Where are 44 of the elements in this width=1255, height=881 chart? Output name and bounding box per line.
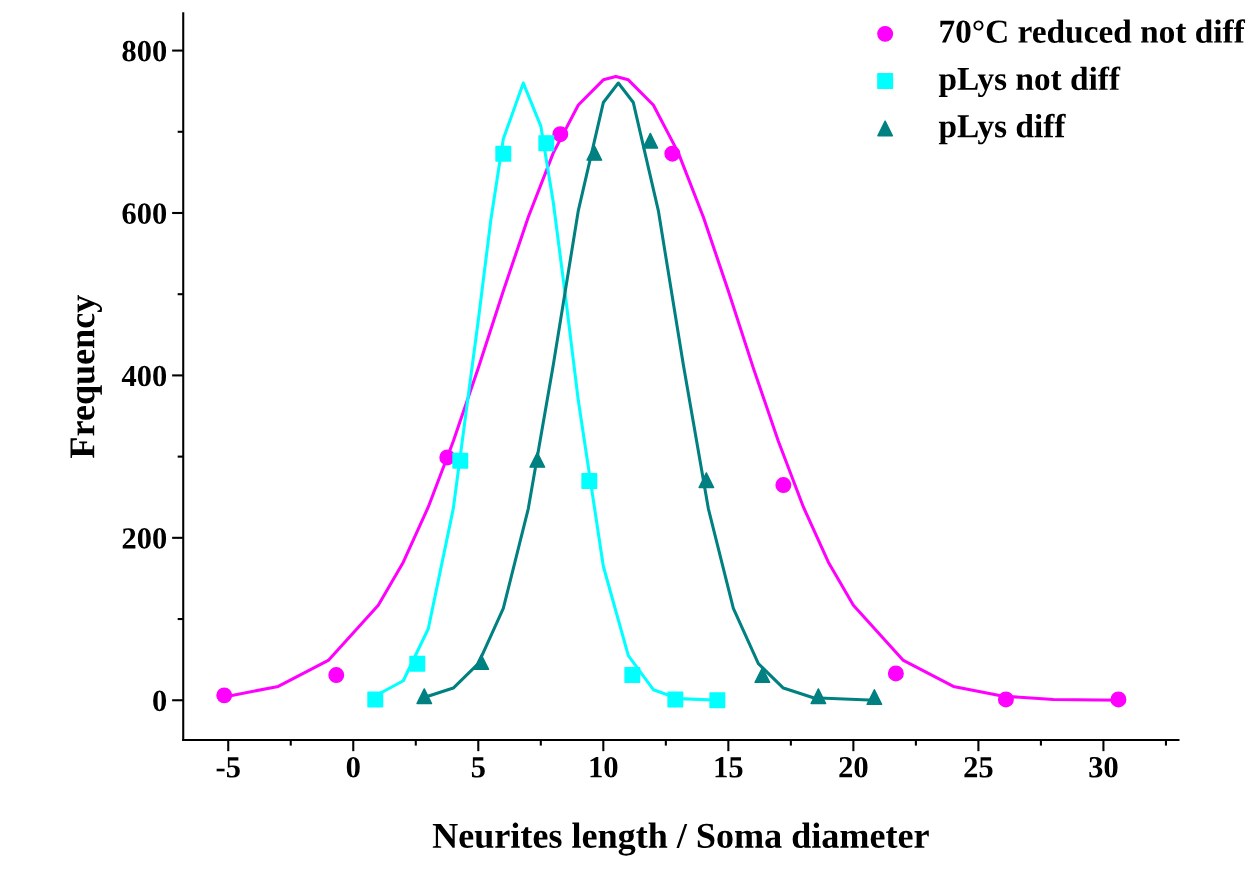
point [810,688,827,705]
point [367,691,384,708]
point [538,135,555,152]
x-tick-label: -5 [216,757,240,778]
point [529,451,546,468]
point [624,667,641,684]
point [495,145,512,162]
point [642,132,659,149]
point [1110,691,1127,708]
point [997,691,1014,708]
point [452,452,469,469]
point [409,655,426,672]
point [775,477,792,494]
x-tick-label: 15 [715,757,743,778]
point [754,667,771,684]
point [473,654,490,671]
x-axis-title: Neurites length / Soma diameter [432,822,929,856]
point [698,472,715,489]
x-tick-label: 20 [839,756,868,778]
point [581,473,598,489]
point [552,126,569,143]
point [216,687,233,704]
y-axis-title: Frequency [70,295,102,458]
point [328,667,345,684]
point [586,144,603,161]
point [664,145,681,162]
point [667,691,684,708]
point [887,665,904,682]
legend-label: pLys not diff [938,66,1121,98]
y-tick-label: 800 [122,40,167,62]
y-tick-label: 400 [121,365,167,387]
point [416,688,433,705]
legend-label: 70°C reduced not diff [940,19,1246,44]
y-tick-label: 0 [153,690,167,712]
y-tick-label: 200 [122,528,167,549]
x-tick-label: 25 [964,756,993,778]
y-tick-label: 600 [122,203,167,224]
x-tick-label: 30 [1089,756,1118,778]
point [866,689,883,705]
x-tick-label: 0 [346,756,360,778]
x-tick-label: 10 [590,756,618,778]
legend-label: pLys diff [938,113,1066,145]
x-tick-label: 5 [471,757,485,778]
point [709,692,726,709]
